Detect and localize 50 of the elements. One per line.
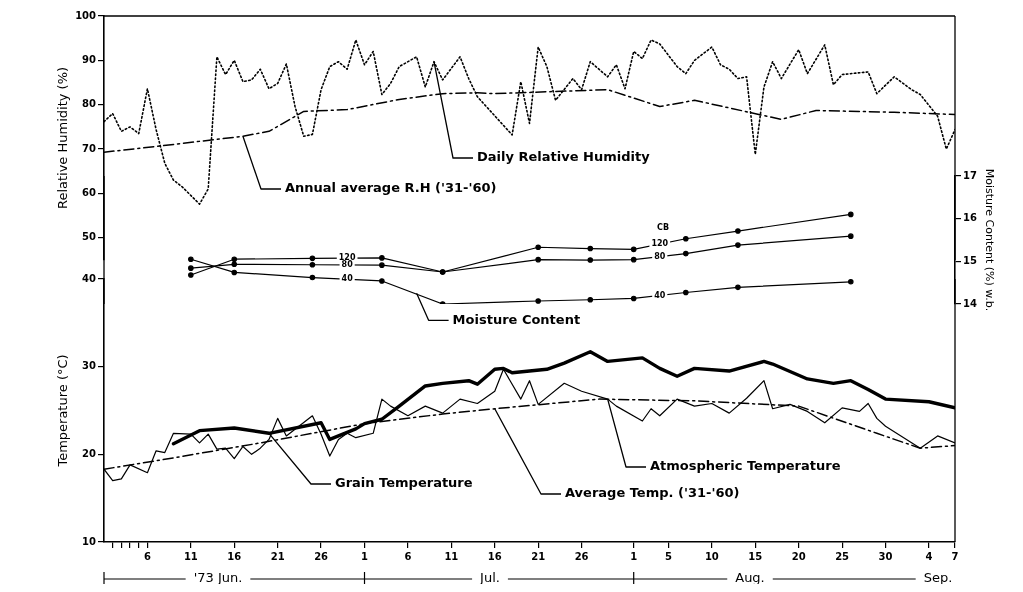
x-tick-label: 30 — [878, 550, 893, 562]
x-tick-label: 5 — [664, 550, 672, 562]
x-tick-label: 16 — [227, 550, 242, 562]
x-tick-label: 7 — [951, 550, 959, 562]
x-tick-label: 6 — [404, 550, 412, 562]
y-axis-title: Moisture Content (%) w.b. — [982, 168, 996, 312]
text: Annual average R.H ('31-'60) — [285, 180, 497, 196]
series-label: 120 — [338, 253, 356, 263]
x-tick-label: 26 — [574, 550, 589, 562]
x-tick-label: 1 — [630, 550, 638, 562]
y-axis-title: Relative Humidity (%) — [55, 66, 71, 210]
annotation: Moisture Content — [452, 311, 581, 327]
text: Average Temp. ('31-'60) — [565, 485, 740, 501]
text: Daily Relative Humidity — [477, 149, 651, 165]
x-tick-label: 11 — [183, 550, 198, 562]
x-tick-label: 6 — [143, 550, 151, 562]
y-tick-label: 100 — [75, 9, 97, 21]
y-tick-label: 20 — [82, 447, 97, 459]
text: Grain Temperature — [335, 475, 473, 491]
y-tick-label: 14 — [963, 297, 977, 309]
text: 120 — [651, 239, 669, 249]
x-tick-label: 10 — [704, 550, 719, 562]
x-tick-label: 15 — [748, 550, 763, 562]
y-tick-label: 16 — [963, 212, 977, 224]
series-label: 80 — [654, 251, 666, 261]
x-tick-label: 16 — [487, 550, 502, 562]
x-tick-label: 21 — [270, 550, 285, 562]
text: 40 — [654, 290, 666, 300]
y-tick-label: 80 — [82, 98, 97, 110]
y-tick-label: 70 — [82, 142, 97, 154]
x-tick-label: 21 — [531, 550, 546, 562]
y-tick-label: 30 — [82, 360, 97, 372]
x-tick-label: 4 — [925, 550, 933, 562]
text: 80 — [341, 260, 353, 270]
x-tick-label: 1 — [361, 550, 369, 562]
y-axis-title: Temperature (°C) — [55, 354, 71, 468]
y-tick-label: 50 — [82, 231, 97, 243]
x-tick-label: 25 — [835, 550, 850, 562]
y-tick-label: 17 — [963, 169, 977, 181]
y-tick-label: 60 — [82, 187, 97, 199]
x-tick-label: 20 — [791, 550, 806, 562]
y-tick-label: 40 — [82, 272, 97, 284]
annotation: CB — [657, 223, 669, 233]
y-tick-label: 15 — [963, 254, 977, 266]
y-tick-label: 10 — [82, 535, 97, 547]
text: Atmospheric Temperature — [650, 458, 841, 474]
x-tick-label: 26 — [314, 550, 329, 562]
series-label: 40 — [341, 274, 354, 284]
x-tick-label: 11 — [444, 550, 459, 562]
y-tick-label: 90 — [82, 53, 97, 65]
